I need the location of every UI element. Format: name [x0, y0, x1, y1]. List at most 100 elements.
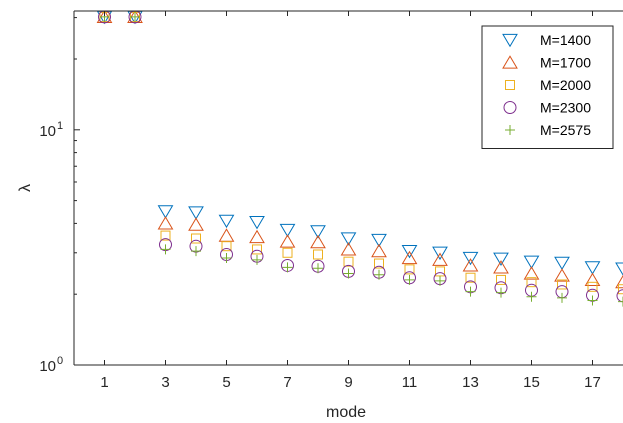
- data-point: [587, 281, 598, 292]
- data-point: [435, 266, 445, 277]
- legend-label: M=2000: [540, 77, 591, 93]
- data-point: [371, 233, 387, 248]
- y-axis-label: λ: [17, 184, 34, 192]
- data-point: [404, 264, 415, 275]
- data-point: [313, 263, 323, 274]
- data-point: [374, 269, 384, 280]
- data-point: [249, 229, 265, 244]
- data-point: [282, 247, 293, 258]
- x-tick-label: 15: [523, 374, 540, 391]
- data-point: [188, 217, 204, 231]
- markers-layer: [96, 11, 623, 307]
- data-point: [188, 206, 204, 220]
- data-point: [249, 216, 265, 230]
- data-point: [435, 275, 445, 286]
- y-tick-label: 10: [39, 358, 56, 375]
- data-point: [221, 253, 232, 264]
- data-point: [191, 246, 201, 257]
- legend-label: M=2575: [540, 122, 591, 138]
- data-point: [584, 261, 601, 275]
- data-point: [462, 251, 479, 266]
- y-tick-label: 10: [39, 123, 56, 140]
- data-point: [526, 291, 537, 302]
- data-point: [462, 258, 479, 272]
- data-point: [496, 287, 506, 298]
- x-axis-label: mode: [326, 404, 366, 421]
- data-point: [279, 223, 296, 238]
- data-point: [310, 225, 326, 239]
- data-point: [401, 244, 418, 259]
- legend-entry: M=2575: [505, 122, 591, 138]
- x-tick-label: 1: [100, 374, 108, 391]
- legend: M=1400 M=1700 M=2000 M=2300 M=2575: [481, 25, 614, 149]
- data-point: [404, 274, 415, 285]
- data-point: [618, 296, 623, 307]
- legend-entry: M=1400: [502, 32, 591, 48]
- data-point: [465, 286, 476, 297]
- data-point: [310, 234, 326, 249]
- data-point: [130, 11, 140, 22]
- data-point: [157, 216, 174, 230]
- data-point: [218, 214, 235, 229]
- legend-marker: [503, 101, 517, 114]
- data-point: [343, 256, 354, 267]
- axes: [73, 10, 623, 366]
- data-point: [493, 252, 509, 267]
- legend-entry: M=2300: [503, 100, 591, 116]
- data-point: [554, 268, 570, 282]
- data-point: [557, 279, 567, 290]
- legend-entry: M=1700: [502, 55, 591, 71]
- legend-marker: [505, 80, 515, 90]
- data-point: [343, 268, 354, 279]
- data-point: [252, 254, 262, 265]
- data-point: [340, 242, 357, 256]
- data-point: [252, 244, 262, 255]
- x-tick-label: 17: [584, 374, 601, 391]
- data-point: [554, 256, 570, 271]
- data-point: [340, 232, 357, 246]
- data-point: [160, 230, 171, 241]
- data-point: [313, 249, 323, 260]
- data-point: [526, 277, 537, 288]
- x-tick-label: 13: [462, 374, 479, 391]
- x-tick-label: 3: [161, 374, 169, 391]
- legend-marker: [502, 33, 518, 48]
- data-point: [279, 234, 296, 248]
- legend-box: [481, 25, 614, 149]
- data-point: [618, 284, 623, 295]
- legend-marker: [505, 125, 515, 135]
- data-point: [98, 11, 111, 24]
- data-point: [371, 243, 387, 258]
- data-point: [523, 255, 540, 269]
- data-point: [374, 258, 384, 269]
- series-M=2575: [99, 11, 623, 307]
- legend-label: M=1700: [540, 55, 591, 71]
- data-point: [584, 272, 601, 287]
- x-tick-label: 11: [402, 374, 418, 391]
- legend-label: M=2300: [540, 100, 591, 116]
- data-point: [157, 205, 174, 219]
- data-point: [523, 266, 540, 280]
- data-point: [191, 233, 201, 244]
- x-tick-label: 5: [222, 374, 230, 391]
- data-point: [221, 241, 232, 252]
- series-M=1400: [96, 11, 623, 276]
- data-point: [615, 274, 623, 289]
- data-point: [128, 11, 142, 24]
- data-point: [496, 274, 506, 285]
- data-point: [615, 262, 623, 276]
- y-tick-exponent: 1: [57, 120, 63, 132]
- legend-label: M=1400: [540, 32, 591, 48]
- data-point: [493, 260, 509, 274]
- legend-entry: M=2000: [505, 77, 591, 93]
- data-point: [587, 295, 598, 306]
- legend-marker: [502, 55, 518, 69]
- data-point: [432, 246, 448, 261]
- data-point: [432, 252, 448, 266]
- data-point: [557, 292, 567, 303]
- data-point: [616, 289, 623, 303]
- data-point: [218, 228, 235, 242]
- data-point: [401, 250, 418, 265]
